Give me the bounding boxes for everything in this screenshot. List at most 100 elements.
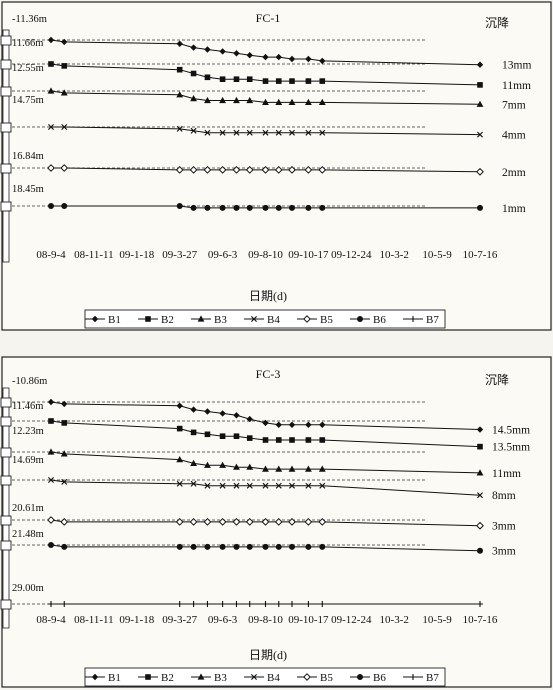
data-point: [204, 204, 211, 211]
data-point: [305, 543, 312, 550]
borehole-pipe: [2, 29, 10, 263]
data-point: [246, 601, 253, 607]
data-point: [275, 437, 282, 443]
data-point: [275, 53, 282, 61]
settlement-label: 7mm: [502, 99, 526, 111]
legend-label: B4: [267, 672, 280, 684]
legend-marker: [410, 316, 416, 322]
data-point: [274, 517, 283, 526]
data-point: [60, 450, 68, 457]
depth-label: 12.55m: [12, 63, 44, 74]
legend-marker: [91, 673, 99, 681]
data-point: [233, 412, 240, 419]
x-tick-label: 08-9-4: [36, 249, 66, 261]
data-point: [318, 165, 327, 174]
data-point: [319, 482, 326, 489]
data-point: [476, 61, 484, 68]
x-tick-label: 09-8-10: [248, 614, 283, 626]
data-point: [47, 516, 55, 524]
data-point: [305, 482, 312, 489]
data-point: [219, 96, 226, 104]
data-point: [219, 204, 226, 211]
data-point: [219, 410, 226, 417]
legend-marker: [410, 674, 416, 680]
x-tick-label: 09-12-24: [331, 614, 372, 626]
data-point: [233, 601, 240, 607]
data-point: [319, 204, 326, 211]
data-point: [262, 78, 269, 84]
data-point: [233, 482, 240, 489]
data-point: [176, 480, 183, 487]
series-B6: 3mm: [48, 542, 516, 558]
legend-marker: [145, 316, 151, 322]
data-point: [319, 543, 326, 550]
data-point: [61, 63, 68, 69]
series-B4: 4mm: [48, 124, 526, 142]
anchor-ring: [0, 163, 12, 174]
data-point: [261, 517, 270, 526]
data-point: [275, 482, 282, 489]
settlement-header: 沉降: [485, 16, 509, 30]
anchor-ring: [0, 35, 12, 46]
data-point: [262, 98, 269, 105]
data-point: [246, 435, 253, 441]
legend-marker: [145, 674, 151, 680]
chart-title: FC-1: [256, 11, 281, 25]
data-point: [204, 46, 211, 53]
data-point: [262, 465, 269, 472]
data-point: [288, 204, 295, 211]
anchor-ring: [0, 599, 12, 610]
settlement-label: 11mm: [492, 468, 521, 480]
depth-label: 18.45m: [12, 184, 44, 195]
legend-label: B3: [214, 672, 227, 684]
x-tick-label: 10-7-16: [463, 249, 498, 261]
settlement-label: 13mm: [502, 60, 531, 72]
series-line: [50, 479, 481, 496]
data-point: [219, 601, 226, 607]
legend-label: B7: [426, 314, 439, 326]
data-point: [176, 203, 183, 209]
depth-label: 11.66m: [12, 38, 43, 49]
data-point: [176, 425, 183, 432]
data-point: [476, 521, 484, 530]
data-point: [60, 89, 68, 96]
data-point: [176, 91, 184, 98]
series-B5: 3mm: [47, 516, 516, 533]
x-tick-label: 09-12-24: [331, 249, 372, 261]
data-point: [275, 421, 282, 428]
data-point: [305, 421, 312, 428]
x-axis-label: 日期(d): [249, 289, 287, 303]
x-tick-label: 10-3-2: [380, 249, 409, 261]
data-point: [48, 542, 54, 548]
anchor-ring: [0, 59, 12, 70]
x-tick-label: 10-5-9: [422, 614, 452, 626]
data-point: [48, 124, 54, 130]
data-point: [289, 78, 295, 84]
data-point: [190, 459, 197, 466]
data-point: [305, 55, 312, 63]
data-point: [204, 543, 211, 550]
series-B1: 13mm: [47, 36, 531, 72]
settlement-label: 14.5mm: [492, 425, 530, 437]
data-point: [233, 129, 240, 136]
data-point: [477, 492, 483, 499]
data-point: [219, 76, 226, 82]
data-point: [176, 601, 183, 607]
data-point: [246, 129, 253, 136]
data-point: [305, 98, 312, 105]
data-point: [218, 165, 227, 174]
legend-marker: [303, 673, 311, 681]
legend-label: B1: [108, 314, 121, 326]
data-point: [233, 463, 240, 470]
data-point: [275, 601, 282, 607]
legend-label: B5: [320, 672, 333, 684]
data-point: [204, 96, 211, 104]
data-point: [318, 98, 326, 105]
legend-label: B1: [108, 672, 121, 684]
legend-label: B3: [214, 314, 227, 326]
data-point: [175, 517, 184, 526]
data-point: [176, 402, 183, 409]
data-point: [245, 517, 254, 526]
legend-marker: [251, 316, 257, 322]
data-point: [47, 164, 55, 172]
